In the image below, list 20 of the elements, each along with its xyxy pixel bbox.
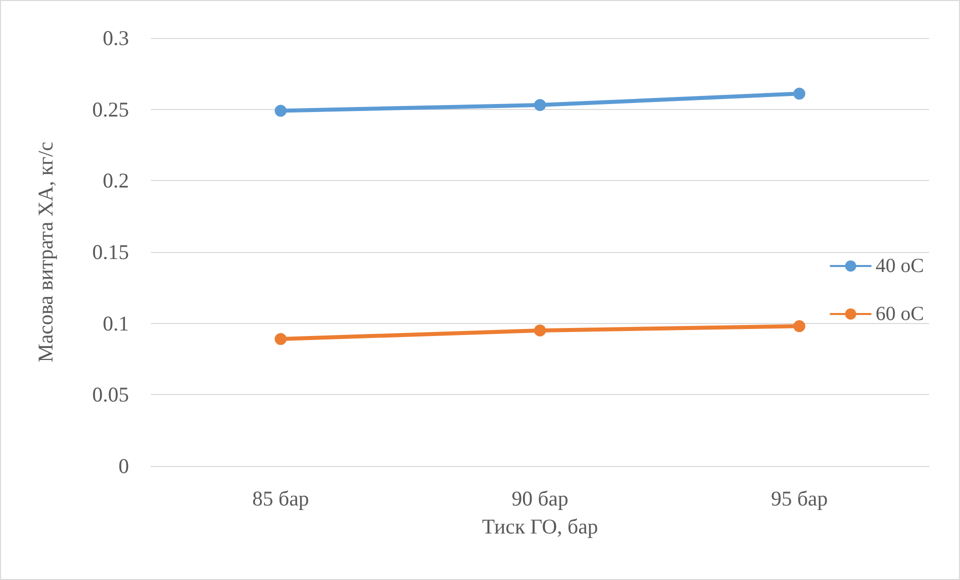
y-tick-label: 0.25 — [92, 97, 129, 122]
y-tick-label: 0.15 — [92, 240, 129, 264]
y-axis-title: Масова витрата ХА, кг/с — [34, 142, 58, 362]
y-tick-label: 0 — [118, 454, 129, 478]
x-tick-label: 85 бар — [252, 486, 310, 510]
point — [534, 99, 546, 112]
x-tick-label: 90 бар — [512, 486, 568, 510]
point — [274, 104, 287, 117]
point — [534, 324, 546, 336]
y-tick-label: 0.2 — [102, 168, 129, 193]
y-tick-label: 0.3 — [102, 26, 129, 50]
x-tick-label: 95 бар — [770, 486, 828, 510]
x-axis-title: Тиск ГО, бар — [482, 514, 598, 538]
point — [274, 333, 287, 346]
point — [793, 320, 806, 332]
y-tick-label: 0.1 — [102, 311, 129, 336]
legend-label: 60 оС — [876, 303, 924, 325]
legend-label: 40 оС — [876, 255, 924, 277]
y-tick-label: 0.05 — [92, 382, 129, 407]
point — [793, 88, 806, 100]
